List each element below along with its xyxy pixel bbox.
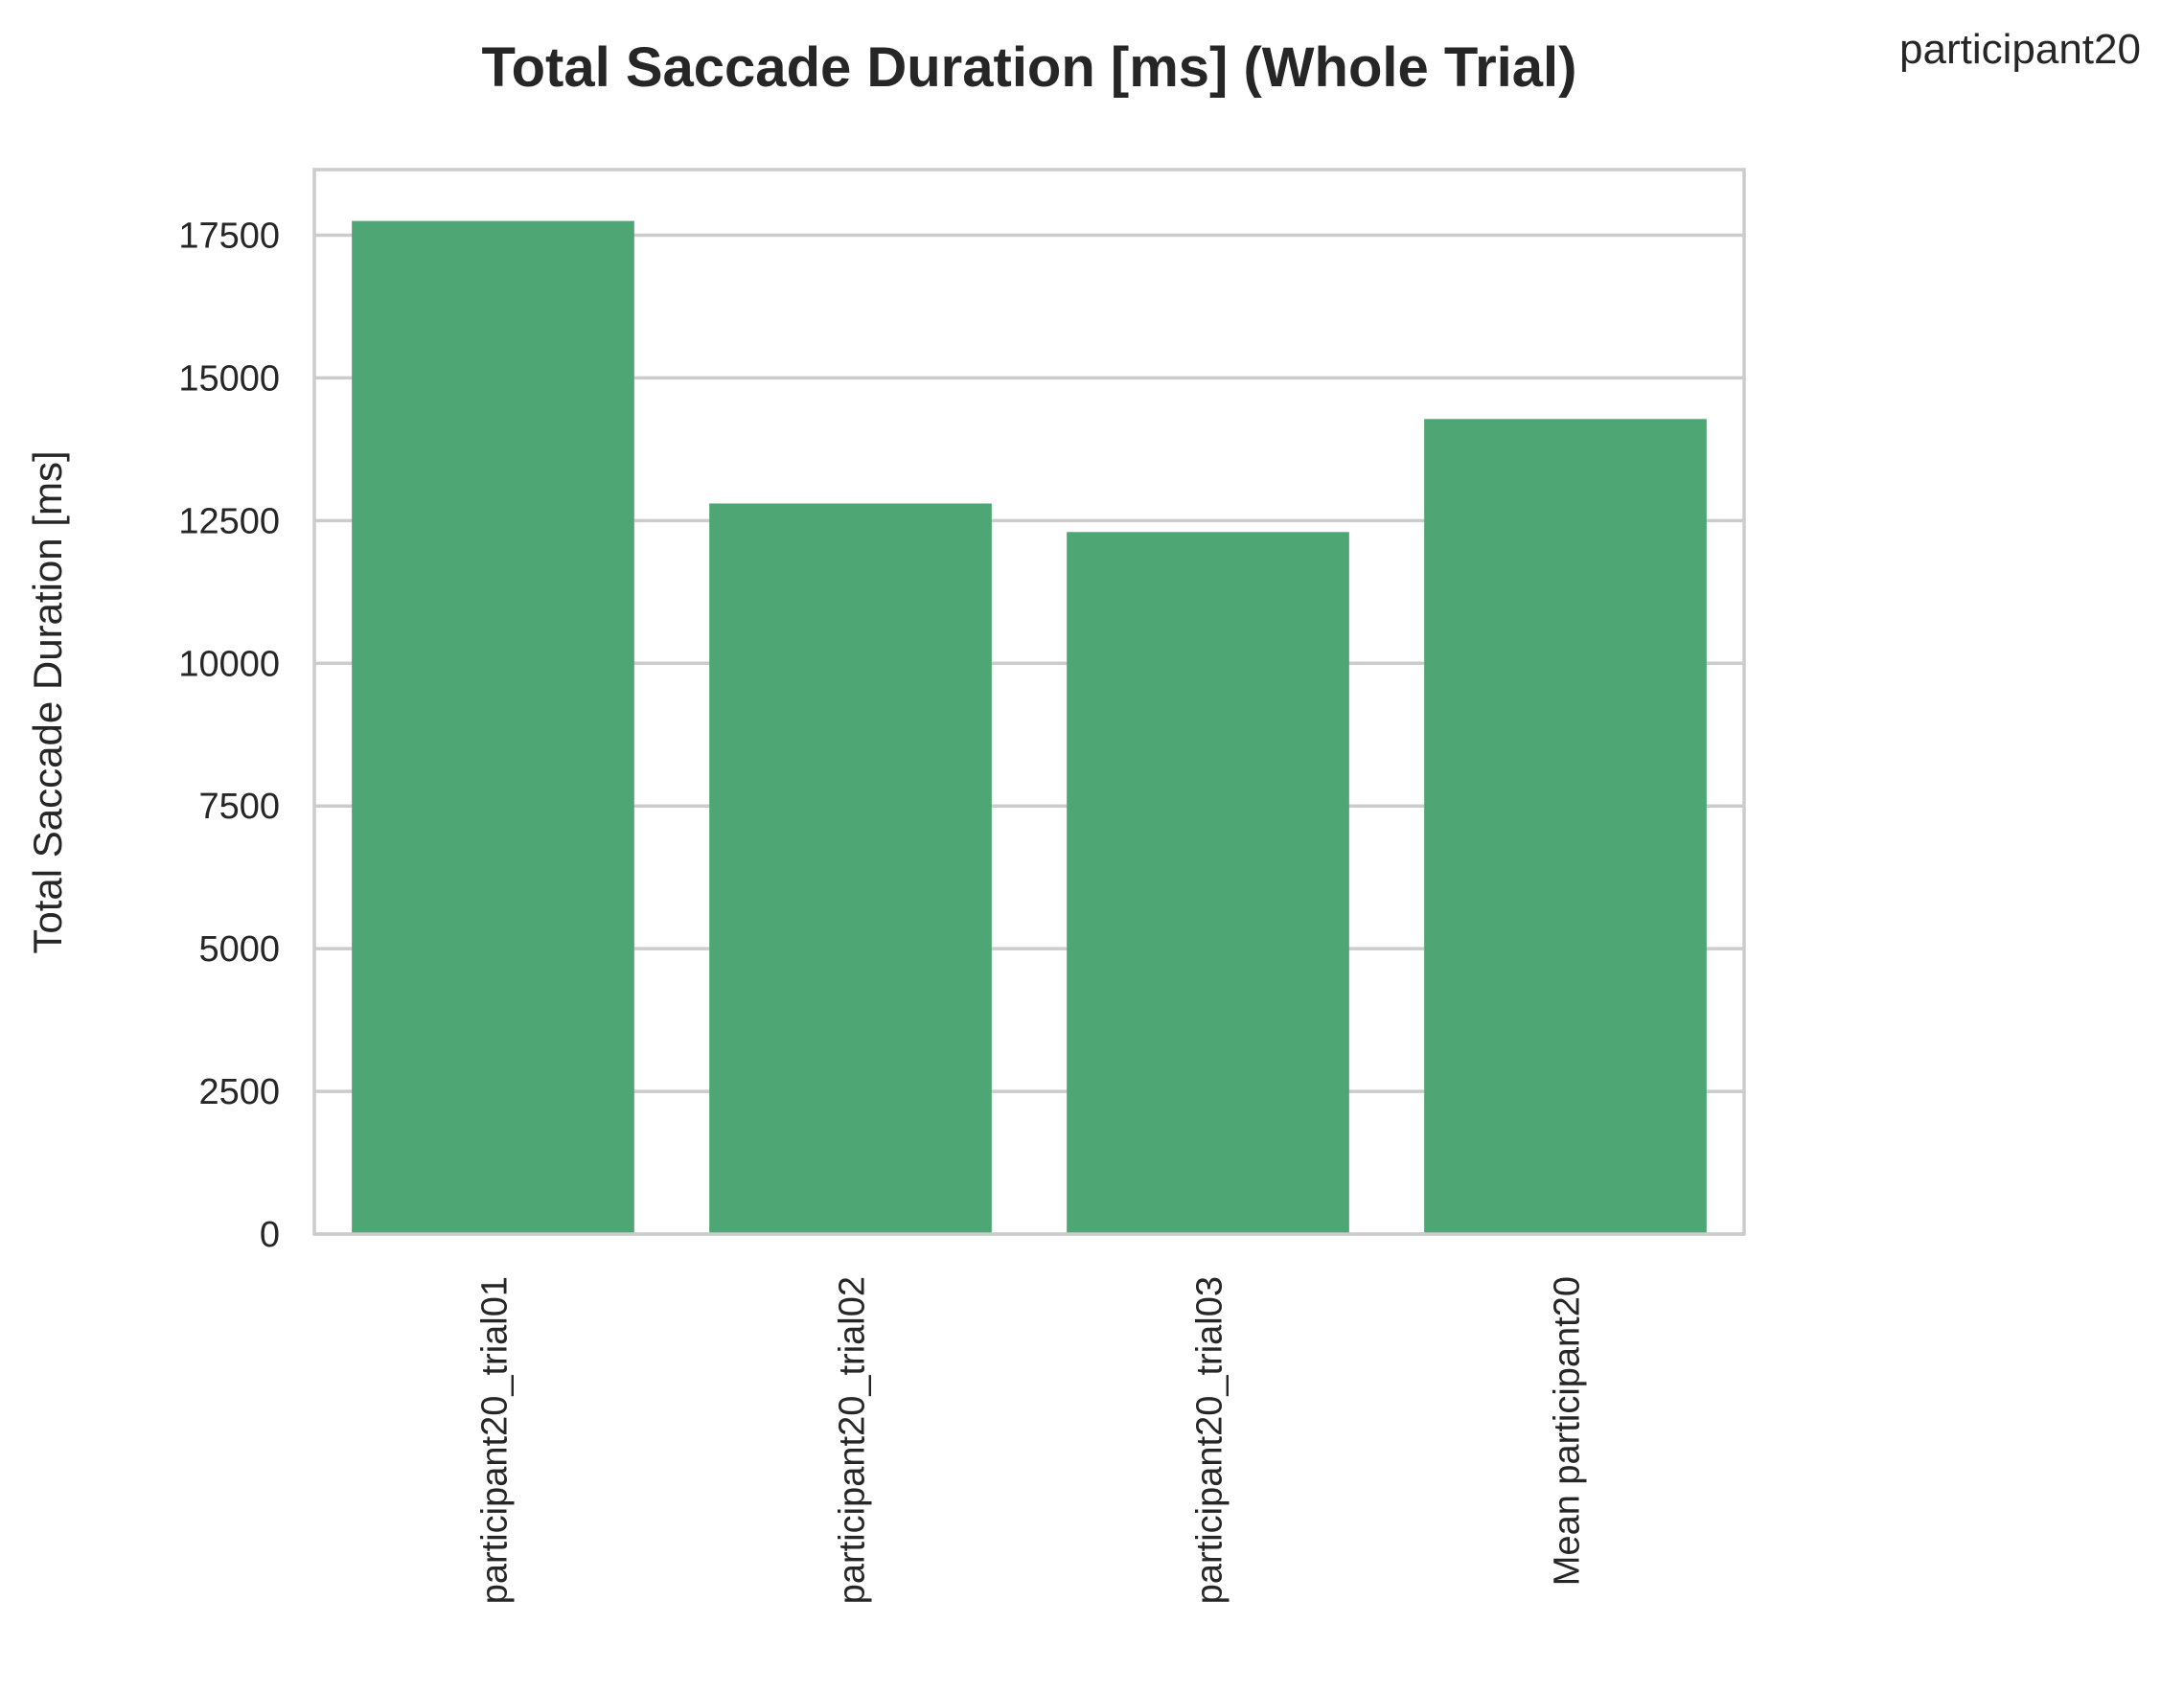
plot-frame <box>312 168 1746 1236</box>
y-tick-label: 7500 <box>198 787 280 827</box>
bar-3 <box>1067 532 1349 1234</box>
y-tick-label: 2500 <box>198 1072 280 1112</box>
bar-4 <box>1424 419 1707 1235</box>
y-tick-labels: 0 2500 5000 7500 10000 12500 15000 17500 <box>178 217 280 1255</box>
x-tick-label: participant20_trial02 <box>833 1276 873 1604</box>
bar-2 <box>709 503 992 1234</box>
chart-title: Total Saccade Duration [ms] (Whole Trial… <box>482 36 1577 99</box>
legend-label: participant20 <box>1899 26 2141 73</box>
y-axis-label: Total Saccade Duration [ms] <box>25 450 70 953</box>
y-tick-label: 15000 <box>178 358 280 399</box>
y-tick-label: 10000 <box>178 644 280 684</box>
x-tick-label: Mean participant20 <box>1548 1276 1588 1586</box>
y-tick-label: 17500 <box>178 217 280 257</box>
x-tick-label: participant20_trial03 <box>1190 1276 1230 1604</box>
x-tick-label: participant20_trial01 <box>475 1276 516 1604</box>
bar-1 <box>352 220 634 1235</box>
x-tick-labels: participant20_trial01 participant20_trial… <box>475 1276 1588 1604</box>
bars <box>352 220 1707 1235</box>
y-tick-label: 5000 <box>198 929 280 970</box>
y-tick-label: 12500 <box>178 501 280 541</box>
y-tick-label: 0 <box>260 1215 280 1255</box>
